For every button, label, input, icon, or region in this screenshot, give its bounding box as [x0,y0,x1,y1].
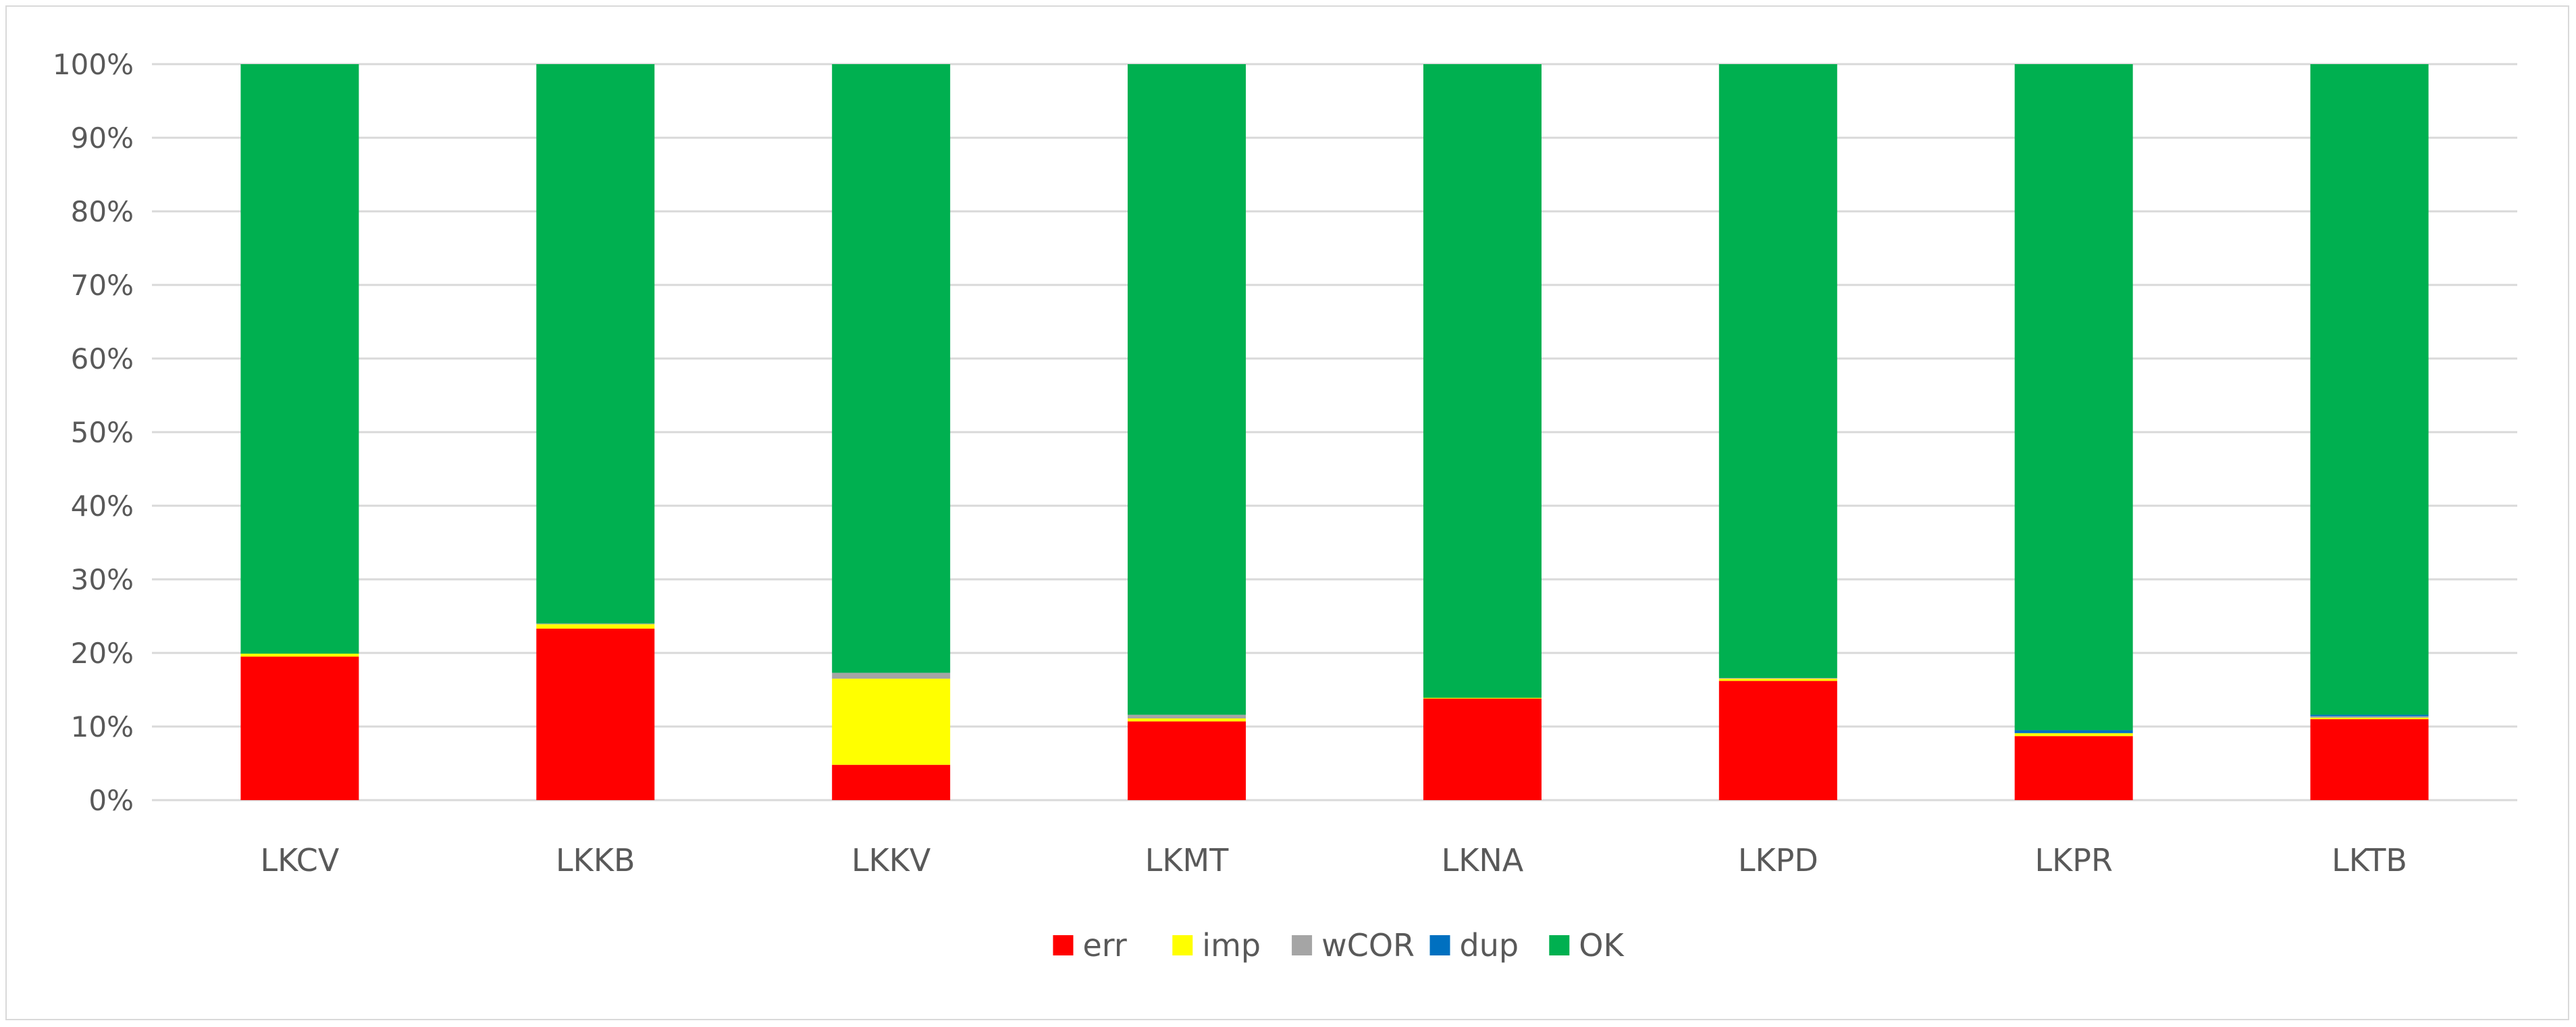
bar-segment-err [1128,721,1246,800]
chart-frame [5,5,2569,1020]
legend-label-imp: imp [1202,927,1261,964]
bar-segment-wcor [536,623,655,625]
bar-segment-imp [2014,733,2133,737]
y-tick-label: 90% [71,122,134,155]
bar-segment-err [1718,681,1837,800]
legend-swatch-imp [1172,935,1193,955]
y-tick-label: 50% [71,416,134,449]
bar-segment-imp [2310,717,2429,720]
y-axis-tick-labels: 0% 10% 20% 30% 40% 50% 60% 70% 80% 90% 100% [53,48,134,817]
y-tick-label: 40% [71,490,134,523]
y-tick-label: 60% [71,342,134,375]
bar-segment-ok [1128,64,1246,715]
bar-segment-wcor [2310,716,2429,718]
legend-swatch-err [1053,935,1074,955]
bar-segment-imp [1128,718,1246,722]
y-tick-label: 20% [71,637,134,670]
legend: err imp wCOR dup OK [1053,927,1625,964]
x-tick-label: LKCV [261,842,340,878]
y-tick-label: 0% [88,784,134,817]
bar-segment-dup [2014,730,2133,733]
x-tick-label: LKMT [1145,842,1229,878]
bar-segment-err [832,764,951,800]
bar-segment-imp [1423,697,1542,699]
bar-segment-wcor [1718,678,1837,679]
bars [240,64,2429,800]
bar-segment-ok [240,64,359,654]
legend-label-ok: OK [1579,927,1625,964]
x-tick-label: LKTB [2332,842,2407,878]
y-tick-label: 80% [71,195,134,228]
y-tick-label: 100% [53,48,134,81]
y-tick-label: 10% [71,710,134,743]
bar-segment-ok [832,64,951,673]
bar-segment-err [2310,719,2429,800]
bar-segment-err [240,656,359,800]
legend-label-err: err [1083,927,1127,964]
y-tick-label: 70% [71,269,134,302]
bar-segment-ok [2014,64,2133,731]
bar-segment-imp [536,624,655,629]
x-tick-label: LKNA [1442,842,1524,878]
legend-label-dup: dup [1460,927,1519,964]
bar-segment-ok [536,64,655,624]
bar-segment-dup [2310,714,2429,716]
legend-swatch-dup [1429,935,1450,955]
legend-label-wcor: wCOR [1321,927,1415,964]
legend-swatch-wcor [1292,935,1313,955]
x-tick-label: LKKV [851,842,931,878]
bar-segment-wcor [832,673,951,679]
bar-segment-ok [1718,64,1837,679]
bar-segment-err [536,629,655,800]
bar-segment-imp [832,679,951,765]
x-axis-category-labels: LKCV LKKB LKKV LKMT LKNA LKPD LKPR LKTB [261,842,2408,878]
legend-swatch-ok [1549,935,1570,955]
x-tick-label: LKPR [2034,842,2113,878]
x-tick-label: LKKB [556,842,635,878]
bar-segment-err [2014,736,2133,800]
bar-segment-imp [1718,679,1837,681]
bar-segment-imp [240,654,359,657]
y-tick-label: 30% [71,563,134,596]
bar-segment-err [1423,698,1542,800]
bar-segment-ok [1423,64,1542,698]
bar-segment-wcor [1128,714,1246,719]
gridlines [152,63,2517,801]
x-tick-label: LKPD [1738,842,1818,878]
bar-segment-ok [2310,64,2429,715]
